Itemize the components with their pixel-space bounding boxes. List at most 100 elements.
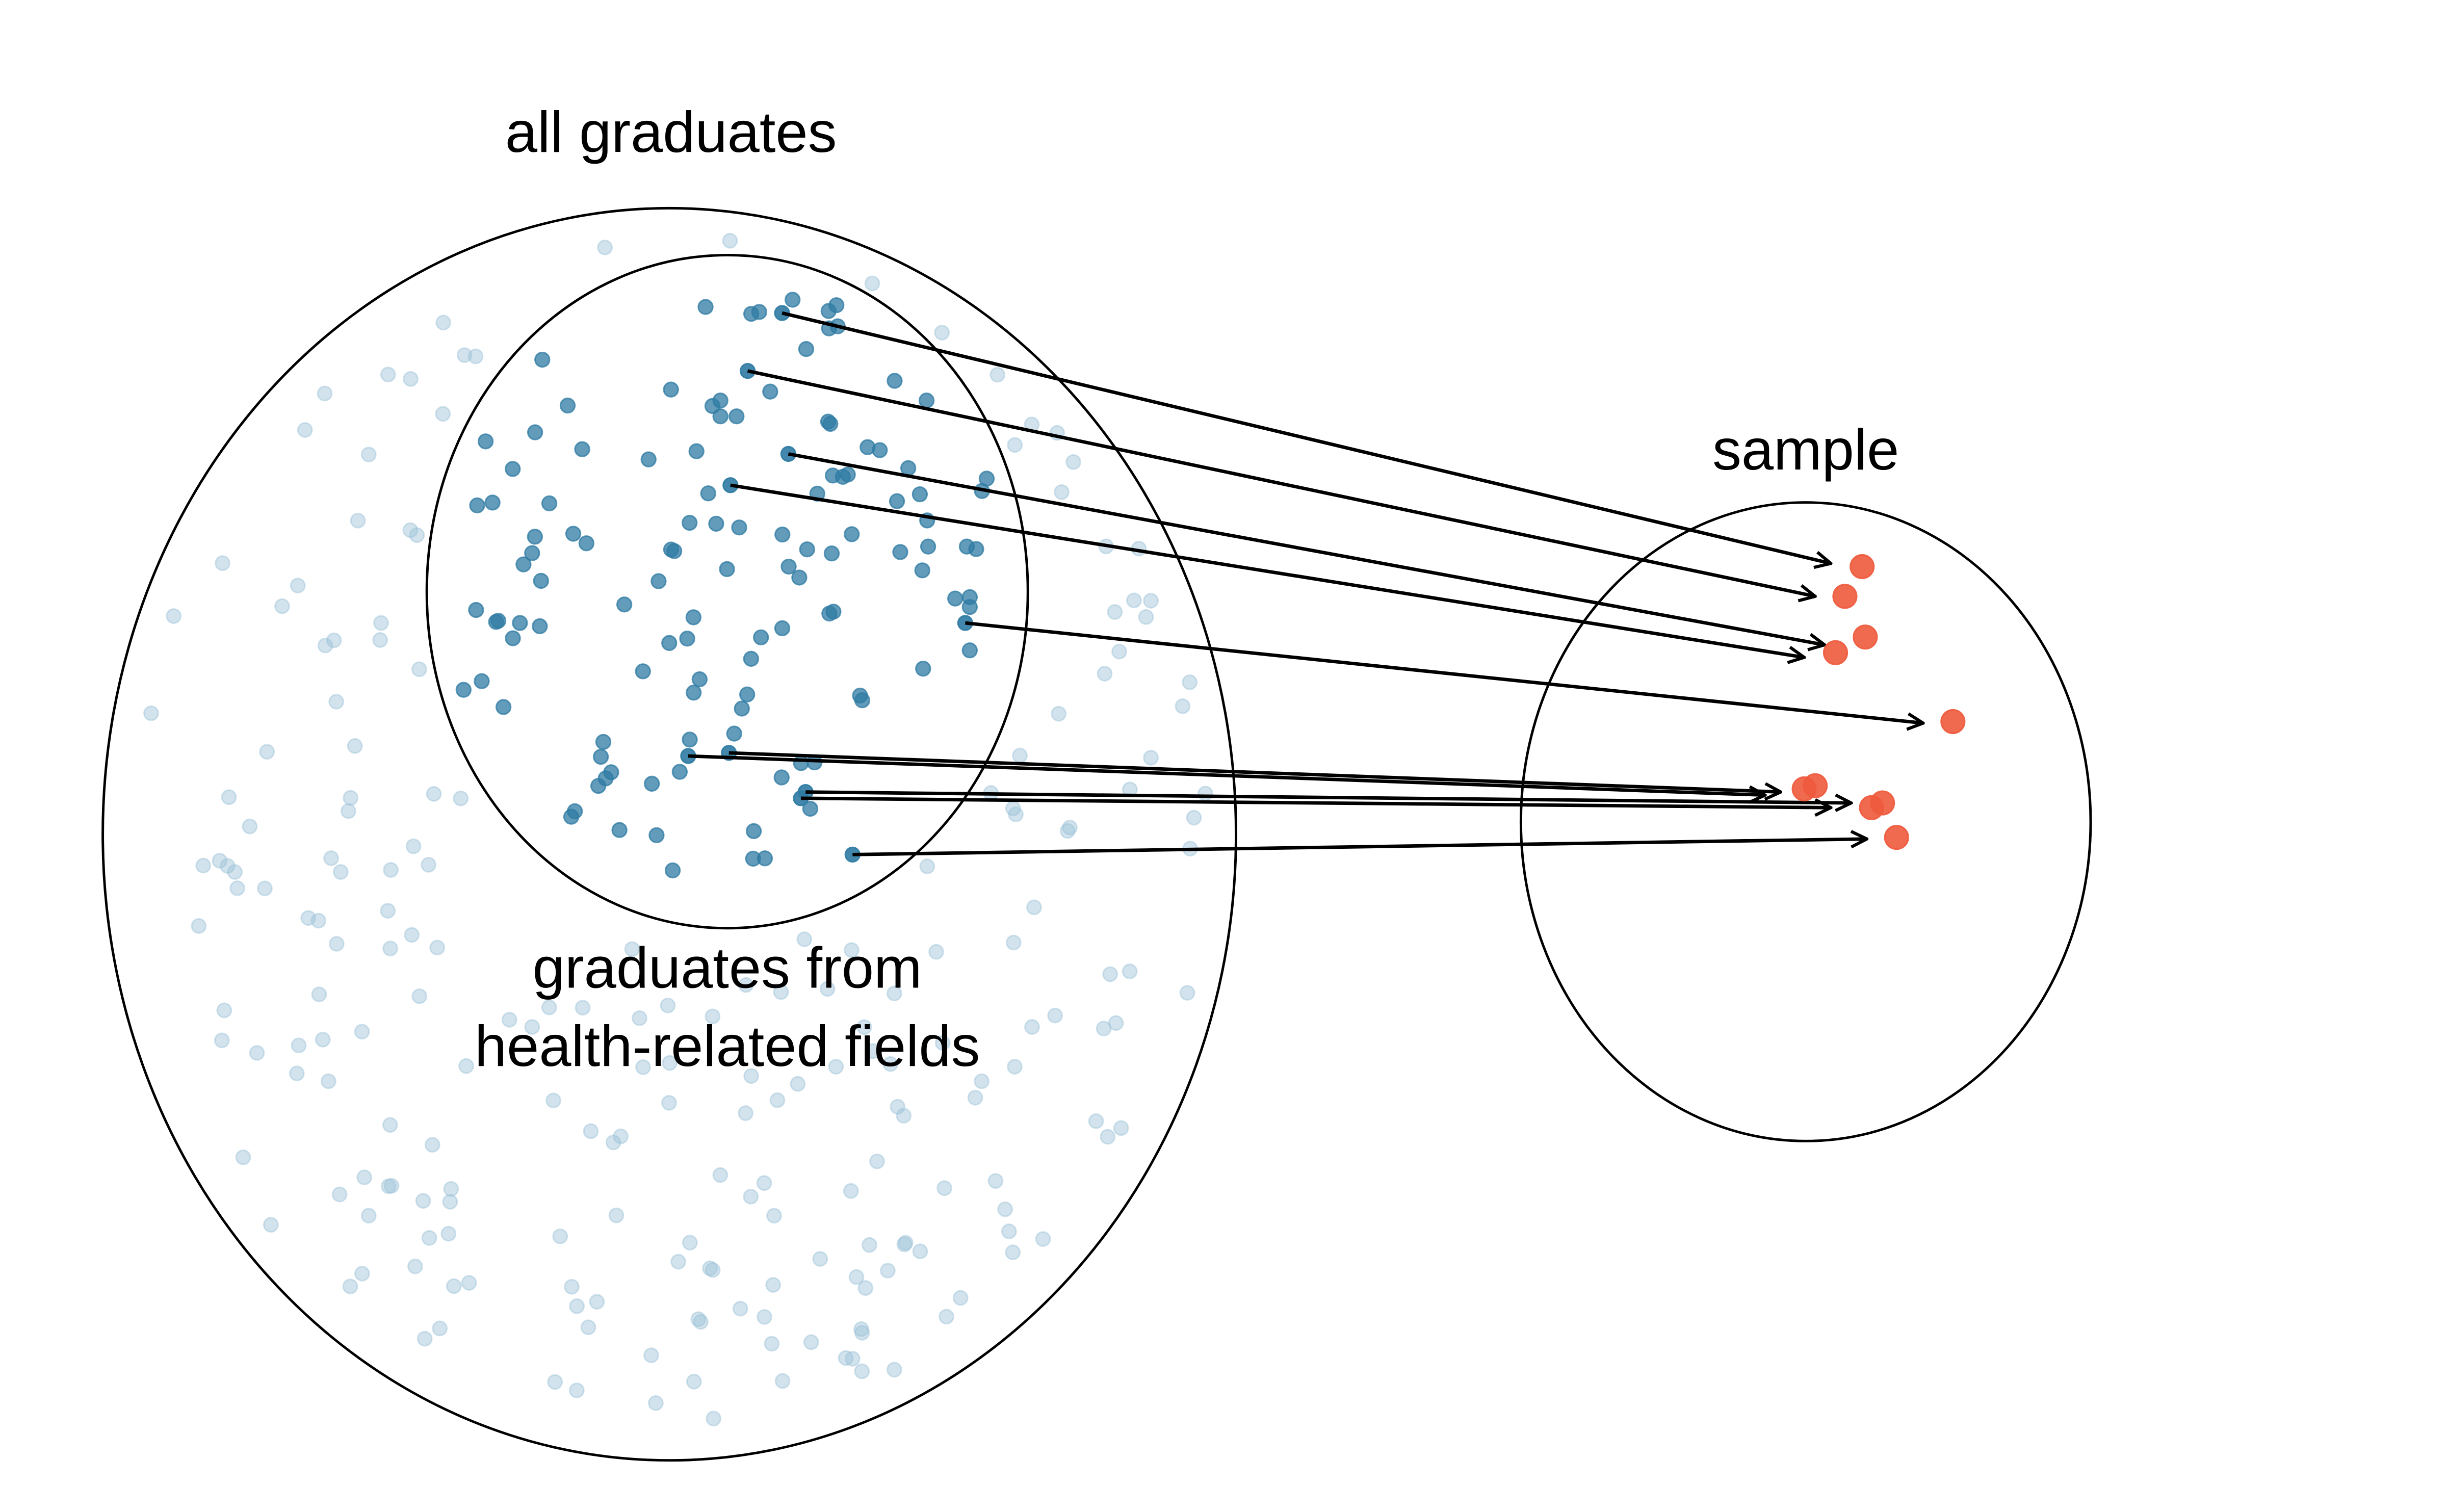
background-dot — [934, 1035, 951, 1051]
background-dot — [690, 1311, 707, 1327]
background-dot — [403, 371, 419, 387]
population-dot — [798, 341, 815, 357]
background-dot — [967, 1089, 983, 1106]
population-dot — [468, 602, 484, 618]
background-dot — [796, 931, 813, 947]
background-dot — [1005, 934, 1022, 951]
background-dot — [229, 880, 246, 896]
background-dot — [765, 1277, 781, 1293]
population-dot — [597, 770, 614, 787]
background-dot — [869, 1153, 885, 1169]
population-dot — [712, 408, 728, 425]
population-dot — [650, 573, 667, 589]
background-dot — [1138, 609, 1154, 625]
background-dot — [1007, 1059, 1023, 1075]
population-dot — [734, 700, 750, 717]
background-dot — [564, 1279, 580, 1295]
population-dot — [578, 535, 595, 552]
sampling-arrow — [688, 754, 1765, 795]
background-dot — [1179, 985, 1195, 1001]
background-dot — [426, 786, 442, 802]
background-dot — [380, 1178, 397, 1194]
background-dot — [1111, 643, 1127, 660]
background-dot — [854, 1325, 870, 1341]
background-dot — [317, 385, 333, 402]
background-dot — [289, 1065, 305, 1082]
all-graduates-ellipse — [101, 206, 1238, 1462]
background-dot — [682, 1235, 698, 1250]
background-dot — [356, 1169, 373, 1185]
population-dot — [889, 493, 905, 509]
background-dot — [326, 632, 342, 648]
health-graduates-label-line2: health-related fields — [475, 1014, 980, 1079]
background-dot — [212, 853, 228, 869]
background-dot — [757, 1309, 772, 1325]
background-dot — [608, 1207, 624, 1223]
background-dot — [990, 367, 1005, 383]
background-dot — [354, 1024, 370, 1040]
population-dot — [661, 635, 678, 651]
background-dot — [545, 1092, 561, 1109]
background-dot — [360, 1208, 377, 1224]
population-dot — [697, 299, 714, 315]
background-dot — [300, 910, 317, 926]
background-dot — [383, 1178, 400, 1194]
background-dot — [843, 1183, 859, 1199]
population-dot — [762, 383, 778, 400]
background-dot — [350, 512, 366, 529]
population-dot — [515, 556, 532, 572]
population-dot — [961, 642, 978, 659]
background-dot — [936, 1180, 952, 1196]
population-dot — [958, 538, 975, 555]
background-dot — [429, 940, 446, 956]
background-dot — [886, 1362, 902, 1378]
background-dot — [882, 1056, 898, 1072]
background-dot — [764, 1336, 780, 1352]
background-dot — [743, 1188, 759, 1205]
background-dot — [440, 1226, 457, 1242]
background-dot — [890, 1099, 906, 1115]
background-dot — [380, 367, 396, 383]
population-dot — [616, 596, 633, 613]
background-dot — [1107, 604, 1123, 620]
background-dot — [1108, 1015, 1124, 1031]
population-dot — [712, 393, 728, 409]
background-dot — [854, 1363, 870, 1379]
background-dot — [828, 1059, 844, 1075]
population-dot — [592, 748, 609, 765]
sampling-arrows — [688, 311, 1923, 856]
background-dot — [409, 527, 425, 543]
population-dot — [791, 569, 808, 586]
background-dot — [568, 1383, 585, 1398]
background-dot — [443, 1181, 459, 1197]
population-dot — [490, 613, 507, 629]
background-dot — [328, 936, 345, 952]
background-dot — [766, 1208, 782, 1224]
background-dot — [1051, 706, 1067, 722]
background-dot — [661, 1095, 677, 1111]
population-dot — [918, 393, 935, 409]
background-dot — [844, 1351, 861, 1367]
background-dot — [1182, 674, 1198, 690]
background-dot — [1008, 806, 1024, 822]
population-dot — [947, 590, 964, 607]
background-dot — [383, 862, 399, 878]
background-dot — [411, 988, 428, 1004]
sampling-arrow — [728, 751, 1781, 792]
population-dot — [892, 544, 908, 560]
background-dot — [952, 1290, 969, 1306]
population-dot — [533, 572, 549, 589]
population-dot — [688, 443, 705, 459]
background-dot — [257, 880, 273, 897]
sample-dots — [1791, 554, 1966, 850]
background-dot — [997, 1201, 1013, 1217]
background-dot — [446, 1278, 462, 1294]
background-dot — [432, 1320, 448, 1337]
population-dot — [799, 541, 815, 558]
population-dot — [828, 297, 845, 314]
population-dot — [644, 775, 660, 792]
population-dot — [495, 699, 512, 715]
background-dot — [934, 325, 950, 341]
population-dot — [844, 526, 860, 542]
population-dot — [559, 397, 576, 414]
